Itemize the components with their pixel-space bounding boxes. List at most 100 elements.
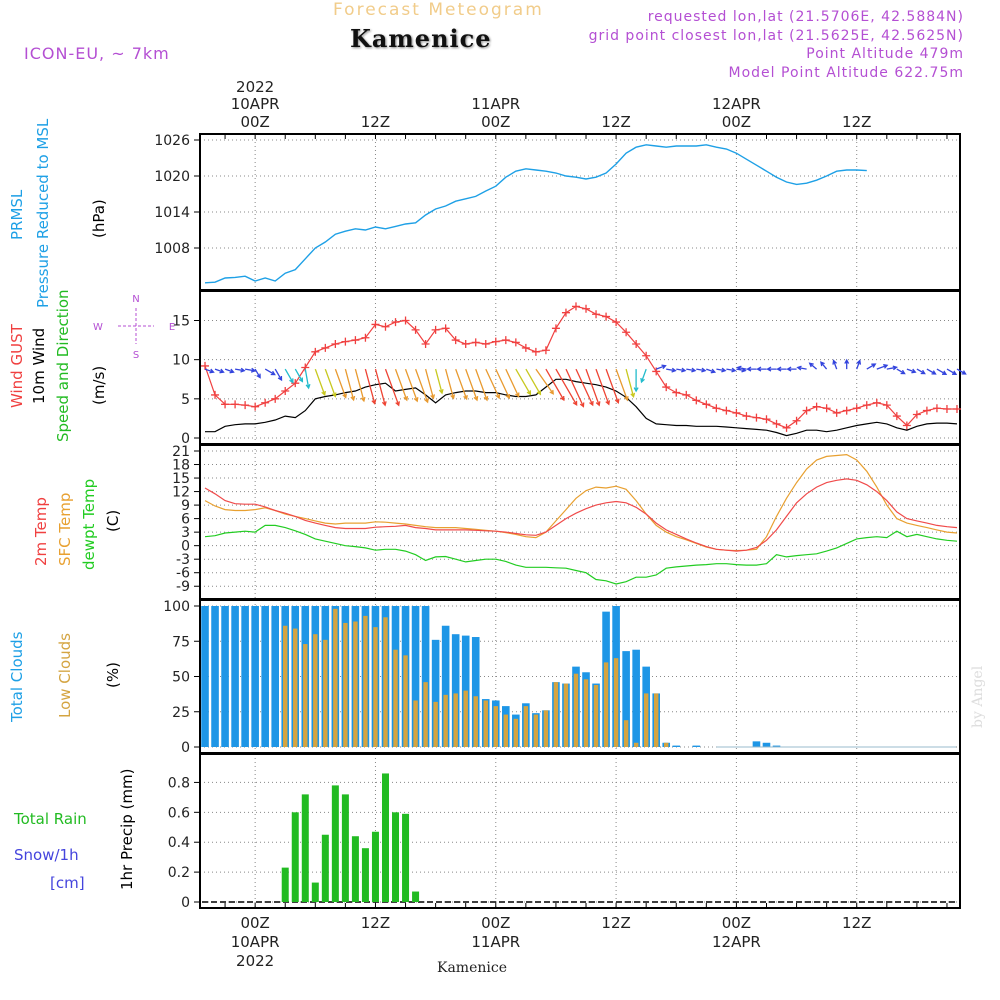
y-tick-label: 0 <box>181 895 190 911</box>
y-tick-label: 75 <box>172 634 190 650</box>
wind-arrow <box>455 368 468 401</box>
gust-marker <box>541 346 550 355</box>
rain-bar <box>311 882 319 902</box>
top-date-label: 11APR <box>471 95 520 113</box>
compass-s: S <box>133 350 139 361</box>
wind-arrow <box>264 368 276 376</box>
total-cloud-bar <box>251 606 259 747</box>
y-tick-label: 5 <box>181 392 190 408</box>
y-tick-label: 0.8 <box>168 775 190 791</box>
wind-arrow <box>344 368 356 402</box>
wind-arrow <box>495 368 511 400</box>
gust-marker <box>451 336 460 345</box>
gust-marker <box>291 379 300 388</box>
wind-arrow <box>364 368 377 405</box>
gust-marker <box>762 415 771 424</box>
snow-legend: Snow/1h <box>14 846 79 864</box>
low-cloud-bar <box>313 634 318 747</box>
wind-arrow <box>776 366 787 372</box>
wind-arrow <box>686 367 697 373</box>
bottom-hour-label: 00Z <box>481 914 510 932</box>
wind-arrow <box>956 368 967 375</box>
wind-arrow <box>254 368 261 379</box>
wind-arrow <box>655 364 667 370</box>
gust-marker <box>852 404 861 413</box>
gust-marker <box>672 388 681 397</box>
wind-arrow <box>896 368 906 375</box>
total-cloud-bar <box>261 606 269 747</box>
wind-arrow <box>545 368 565 402</box>
rain-legend: Total Rain <box>14 810 87 828</box>
low-cloud-bar <box>433 701 438 747</box>
gust-marker <box>902 421 911 430</box>
wind-arrow <box>585 368 601 407</box>
gust-marker <box>441 324 450 333</box>
y-tick-label: 3 <box>181 525 190 541</box>
y-tick-label: 15 <box>172 471 190 487</box>
total-cloud-bar <box>411 606 420 747</box>
total-cloud-bar <box>672 745 681 747</box>
bottom-date-label: 11APR <box>471 933 520 951</box>
gust-marker <box>712 404 721 413</box>
rain-bar <box>381 773 389 902</box>
total-cloud-bar <box>241 606 249 747</box>
wind-arrow <box>856 359 862 370</box>
total-cloud-bar <box>271 606 279 747</box>
gust-marker <box>391 318 400 327</box>
station-name: Kamenice <box>350 24 492 53</box>
wind-arrow <box>906 368 917 374</box>
compass-rose <box>118 308 154 344</box>
wind-arrow <box>936 368 948 375</box>
total-cloud-bar <box>221 606 229 747</box>
compass-e: E <box>169 322 175 333</box>
wind-arrow <box>766 366 777 372</box>
wind-arrow <box>284 368 294 384</box>
wind-arrow <box>696 367 707 373</box>
wind-arrow <box>746 366 757 372</box>
gust-marker <box>401 316 410 325</box>
bottom-hour-label: 12Z <box>361 914 390 932</box>
gust-marker <box>772 419 781 428</box>
low-cloud-bar <box>593 684 599 747</box>
bottom-hour-label: 12Z <box>601 914 630 932</box>
total-cloud-bar <box>451 634 460 747</box>
gust-marker <box>251 402 260 411</box>
gust-marker <box>602 312 611 321</box>
wind-arrow <box>595 368 611 406</box>
gust-marker <box>952 405 961 414</box>
pressure-line <box>204 144 867 284</box>
low-cloud-bar <box>303 644 308 747</box>
wind-arrow <box>505 368 520 398</box>
gust-marker <box>702 400 711 409</box>
total-cloud-bar <box>752 741 761 747</box>
y-tick-label: -9 <box>176 579 190 595</box>
low-cloud-bar <box>413 700 418 747</box>
rain-bar <box>321 834 329 902</box>
wind-arrow <box>844 358 850 370</box>
wind-arrow <box>204 368 215 374</box>
wind-arrow <box>424 368 436 400</box>
wind-arrow <box>866 363 877 370</box>
gust-marker <box>802 406 811 415</box>
rain-bar <box>371 831 379 902</box>
gust-marker <box>732 408 741 417</box>
y-tick-label: 0 <box>181 740 190 756</box>
low-cloud-bar <box>453 693 458 747</box>
gust-marker <box>331 340 340 348</box>
low-cloud-bar <box>473 696 478 747</box>
top-hour-label: 00Z <box>722 113 751 131</box>
wind-arrow <box>384 368 400 407</box>
gust-marker <box>371 320 380 329</box>
low-cloud-bar <box>654 693 659 747</box>
low-cloud-bar <box>423 682 428 747</box>
sfc-temp-line <box>204 453 958 552</box>
wind-arrow <box>274 368 283 382</box>
top-hour-label: 00Z <box>240 113 269 131</box>
gust-marker <box>561 308 570 317</box>
gust-marker <box>882 401 891 410</box>
low-cloud-bar <box>543 710 549 747</box>
gust-marker <box>411 325 420 334</box>
wind-arrow <box>916 368 926 375</box>
rain-bar <box>301 794 309 902</box>
wind-arrow <box>304 368 311 390</box>
